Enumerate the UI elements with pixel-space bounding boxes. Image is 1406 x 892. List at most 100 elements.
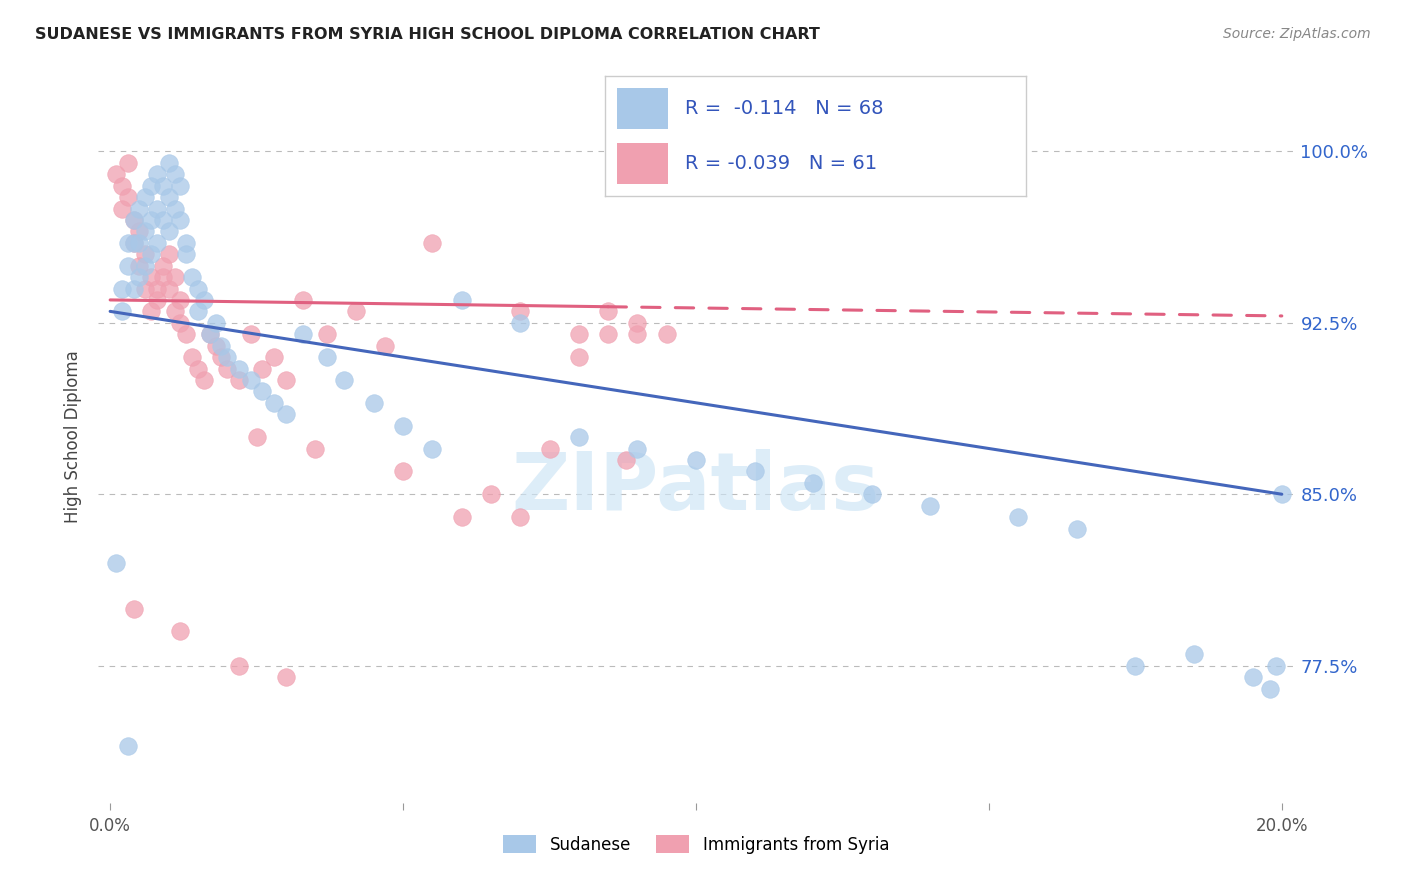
- Point: [228, 361, 250, 376]
- Point: [1182, 647, 1205, 661]
- Point: [187, 304, 209, 318]
- Point: [157, 190, 180, 204]
- Point: [598, 304, 620, 318]
- Point: [187, 281, 209, 295]
- Point: [344, 304, 367, 318]
- Point: [479, 487, 502, 501]
- Point: [801, 475, 824, 490]
- Point: [174, 247, 197, 261]
- Point: [217, 350, 239, 364]
- Point: [614, 453, 637, 467]
- Point: [152, 213, 174, 227]
- Point: [163, 270, 186, 285]
- Point: [1007, 510, 1029, 524]
- Point: [128, 259, 150, 273]
- Point: [685, 453, 707, 467]
- Point: [163, 167, 186, 181]
- Point: [246, 430, 269, 444]
- Point: [117, 155, 139, 169]
- Point: [117, 739, 139, 753]
- Point: [1271, 487, 1294, 501]
- Point: [1265, 658, 1288, 673]
- Point: [128, 270, 150, 285]
- Point: [187, 361, 209, 376]
- Point: [274, 373, 297, 387]
- Point: [274, 407, 297, 421]
- Point: [239, 373, 262, 387]
- Point: [157, 155, 180, 169]
- Point: [128, 224, 150, 238]
- Point: [134, 224, 156, 238]
- Legend: Sudanese, Immigrants from Syria: Sudanese, Immigrants from Syria: [496, 829, 896, 860]
- Point: [141, 270, 163, 285]
- Point: [598, 327, 620, 342]
- Point: [304, 442, 326, 456]
- Y-axis label: High School Diploma: High School Diploma: [65, 351, 83, 524]
- Point: [152, 259, 174, 273]
- Point: [122, 281, 145, 295]
- Point: [169, 624, 191, 639]
- Point: [252, 384, 274, 399]
- Point: [450, 510, 472, 524]
- Point: [263, 350, 285, 364]
- Point: [509, 304, 531, 318]
- Point: [422, 442, 444, 456]
- Point: [292, 327, 315, 342]
- Point: [509, 510, 531, 524]
- Point: [450, 293, 472, 307]
- FancyBboxPatch shape: [617, 144, 668, 185]
- Point: [146, 235, 169, 250]
- Point: [193, 293, 215, 307]
- Point: [174, 235, 197, 250]
- Point: [111, 281, 134, 295]
- Point: [374, 338, 396, 352]
- Point: [568, 430, 591, 444]
- Point: [392, 418, 415, 433]
- Point: [134, 259, 156, 273]
- Point: [174, 327, 197, 342]
- Point: [217, 361, 239, 376]
- Point: [1241, 670, 1264, 684]
- Point: [626, 316, 648, 330]
- Point: [193, 373, 215, 387]
- Point: [655, 327, 678, 342]
- Point: [315, 350, 337, 364]
- FancyBboxPatch shape: [617, 87, 668, 128]
- Point: [422, 235, 444, 250]
- Text: SUDANESE VS IMMIGRANTS FROM SYRIA HIGH SCHOOL DIPLOMA CORRELATION CHART: SUDANESE VS IMMIGRANTS FROM SYRIA HIGH S…: [35, 27, 820, 42]
- Point: [152, 178, 174, 193]
- Point: [315, 327, 337, 342]
- Point: [157, 247, 180, 261]
- Point: [1258, 681, 1281, 696]
- Point: [239, 327, 262, 342]
- Point: [105, 556, 128, 570]
- Point: [169, 178, 191, 193]
- Point: [392, 464, 415, 478]
- Point: [198, 327, 221, 342]
- Point: [105, 167, 128, 181]
- Point: [228, 373, 250, 387]
- Point: [263, 396, 285, 410]
- Point: [146, 167, 169, 181]
- Point: [509, 316, 531, 330]
- Point: [568, 327, 591, 342]
- Point: [333, 373, 356, 387]
- Text: R = -0.039   N = 61: R = -0.039 N = 61: [685, 154, 877, 173]
- Point: [117, 190, 139, 204]
- Point: [122, 601, 145, 615]
- Point: [169, 316, 191, 330]
- Point: [211, 350, 233, 364]
- Point: [181, 350, 204, 364]
- Text: R =  -0.114   N = 68: R = -0.114 N = 68: [685, 99, 883, 118]
- Point: [111, 304, 134, 318]
- Point: [363, 396, 385, 410]
- Point: [117, 259, 139, 273]
- Point: [157, 281, 180, 295]
- Point: [122, 235, 145, 250]
- Point: [117, 235, 139, 250]
- Point: [626, 327, 648, 342]
- Point: [146, 281, 169, 295]
- Point: [128, 202, 150, 216]
- Point: [198, 327, 221, 342]
- Point: [568, 350, 591, 364]
